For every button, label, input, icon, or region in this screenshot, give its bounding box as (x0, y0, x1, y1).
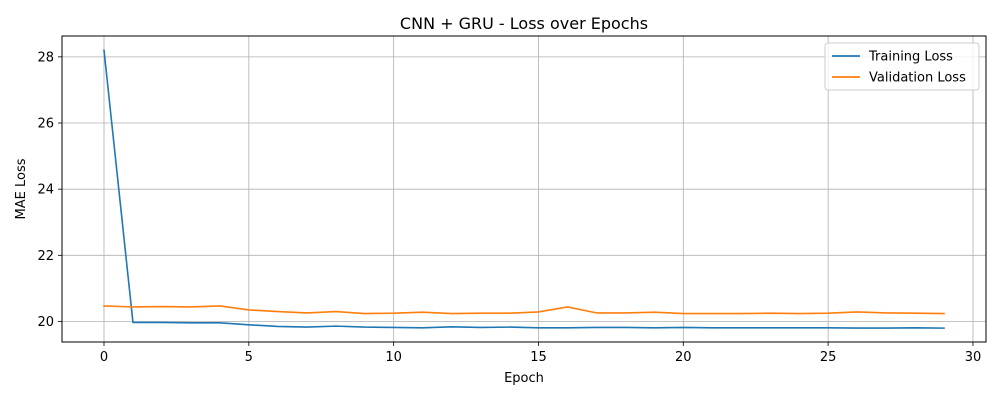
x-tick-label: 25 (820, 350, 837, 365)
x-tick-label: 10 (385, 350, 402, 365)
y-tick-label: 26 (37, 117, 54, 132)
y-tick-label: 20 (37, 315, 54, 330)
y-axis-title: MAE Loss (14, 158, 29, 219)
y-tick-label: 28 (37, 50, 54, 65)
x-tick-label: 0 (100, 350, 108, 365)
chart-title: CNN + GRU - Loss over Epochs (400, 14, 648, 33)
y-tick-label: 24 (37, 183, 54, 198)
x-tick-label: 15 (530, 350, 547, 365)
legend-box (824, 42, 980, 91)
series-lines (103, 49, 945, 329)
series-line-validation-loss (103, 305, 945, 315)
x-axis-title: Epoch (504, 371, 544, 386)
x-tick-label: 20 (675, 350, 692, 365)
legend: Training Loss Validation Loss (824, 42, 980, 91)
legend-label-validation-loss: Validation Loss (869, 71, 966, 86)
y-axis: 20 22 24 26 28 (37, 50, 62, 330)
y-tick-label: 22 (37, 249, 54, 264)
legend-label-training-loss: Training Loss (868, 50, 953, 65)
x-tick-label: 5 (245, 350, 253, 365)
series-line-training-loss (103, 49, 945, 329)
x-axis: 0 5 10 15 20 25 30 (100, 342, 981, 365)
x-tick-label: 30 (965, 350, 982, 365)
